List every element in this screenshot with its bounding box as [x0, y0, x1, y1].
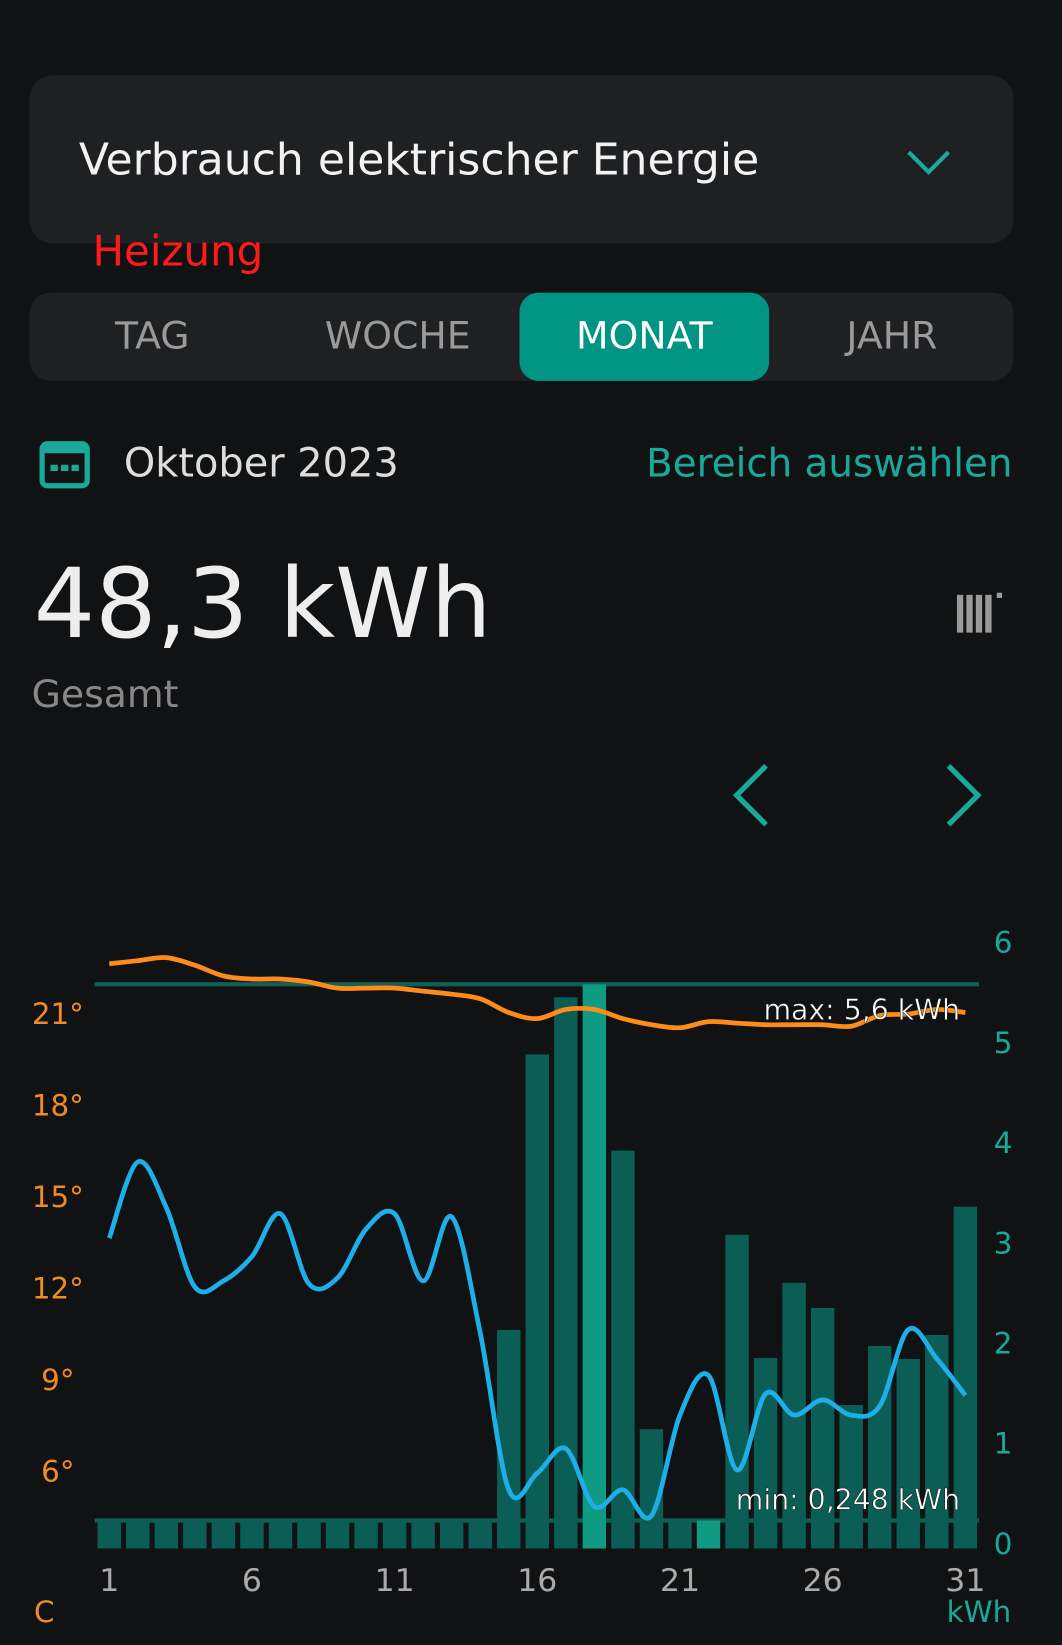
- period: Oktober 2023: [124, 440, 399, 486]
- bar: [953, 1206, 978, 1549]
- tab[interactable]: TAG: [114, 313, 190, 357]
- total: 48,3 kWh: [34, 547, 492, 660]
- annotation: min: 0,248 kWh: [736, 1483, 960, 1516]
- x-tick-label: 1: [99, 1563, 119, 1599]
- y-tick-label: 21°: [32, 997, 84, 1031]
- bar: [753, 1357, 778, 1549]
- bar: [497, 1329, 521, 1549]
- bar: [411, 1520, 435, 1549]
- y-tick-label: 15°: [32, 1180, 84, 1214]
- bar: [154, 1520, 179, 1549]
- line: [107, 1159, 968, 1521]
- active-tab[interactable]: [519, 292, 770, 381]
- bar: [439, 1520, 464, 1549]
- x-tick-label: 31: [945, 1563, 985, 1599]
- dropdown[interactable]: [29, 75, 1014, 244]
- y-tick-label: 18°: [32, 1089, 84, 1123]
- y2-tick-label: 5: [994, 1026, 1013, 1060]
- bar: [297, 1520, 321, 1549]
- tab[interactable]: WOCHE: [325, 313, 471, 357]
- bar: [354, 1520, 378, 1549]
- annotation: max: 5,6 kWh: [763, 994, 960, 1027]
- x-tick-label: 11: [375, 1563, 415, 1599]
- y2-axis-label: kWh: [947, 1595, 1012, 1629]
- next-button[interactable]: [946, 763, 982, 827]
- bar: [268, 1520, 293, 1549]
- bar: [839, 1405, 863, 1549]
- chart-type-icon[interactable]: [956, 592, 1003, 633]
- dropdown-chevron[interactable]: [907, 150, 951, 176]
- bar: [183, 1520, 207, 1549]
- y2-tick-label: 6: [994, 926, 1013, 960]
- x-tick-label: 6: [242, 1563, 262, 1599]
- calendar-icon[interactable]: [39, 441, 90, 489]
- y-tick-label: 12°: [32, 1272, 84, 1306]
- y-tick-label: 9°: [41, 1363, 74, 1397]
- subtitle: Heizung: [92, 226, 263, 275]
- bar: [868, 1345, 892, 1549]
- y2-tick-label: 0: [994, 1527, 1013, 1561]
- line: [109, 955, 966, 1031]
- bar: [725, 1234, 749, 1549]
- bar: [611, 1150, 635, 1549]
- bar: [668, 1521, 692, 1549]
- bar: [468, 1520, 492, 1549]
- total-label: Gesamt: [32, 672, 179, 716]
- tab[interactable]: MONAT: [576, 313, 713, 357]
- range-button[interactable]: Bereich auswählen: [646, 441, 1012, 486]
- y-tick-label: 6°: [41, 1455, 74, 1489]
- y2-tick-label: 4: [994, 1126, 1013, 1160]
- tab[interactable]: JAHR: [844, 313, 937, 357]
- dropdown-title: Verbrauch elektrischer Energie: [79, 135, 759, 186]
- bar: [925, 1334, 949, 1549]
- bar: [896, 1358, 920, 1549]
- x-tick-label: 16: [517, 1563, 557, 1599]
- bar: [211, 1520, 236, 1549]
- bar: [126, 1520, 150, 1549]
- bar: [240, 1520, 264, 1549]
- y2-tick-label: 1: [994, 1427, 1013, 1461]
- prev-button[interactable]: [732, 763, 768, 827]
- bar: [582, 984, 607, 1549]
- y2-tick-label: 2: [994, 1326, 1013, 1360]
- y2-tick-label: 3: [994, 1226, 1013, 1260]
- bar: [810, 1307, 835, 1549]
- bar: [554, 997, 578, 1549]
- x-tick-label: 21: [660, 1563, 700, 1599]
- x-tick-label: 26: [803, 1563, 843, 1599]
- y-axis-label: C: [34, 1595, 55, 1629]
- bar: [696, 1520, 721, 1549]
- bar: [382, 1520, 407, 1549]
- bar: [97, 1520, 121, 1549]
- bar: [325, 1520, 350, 1549]
- bar: [525, 1054, 549, 1549]
